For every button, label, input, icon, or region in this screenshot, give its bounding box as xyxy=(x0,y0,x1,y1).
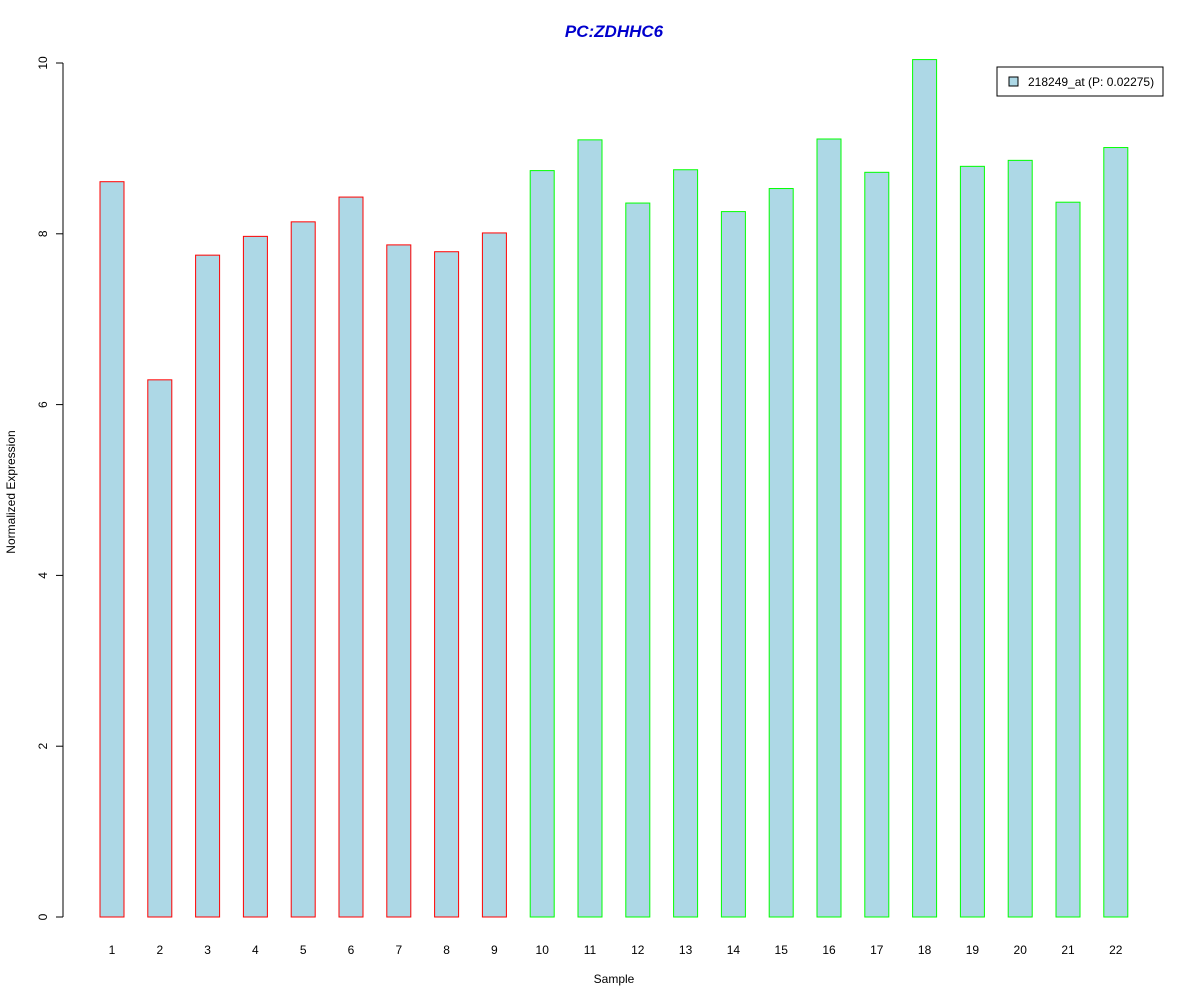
bar-sample-6 xyxy=(338,196,364,918)
bar-sample-8 xyxy=(434,251,460,918)
bar-sample-12 xyxy=(625,202,651,918)
y-tick-label: 6 xyxy=(36,401,50,408)
bar-sample-15 xyxy=(768,188,794,918)
bars xyxy=(99,59,1129,918)
x-tick-label: 3 xyxy=(204,943,211,957)
x-tick-label: 21 xyxy=(1061,943,1075,957)
x-tick-label: 15 xyxy=(775,943,789,957)
bar-sample-22 xyxy=(1103,147,1129,918)
bar-sample-19 xyxy=(959,165,985,918)
x-tick-label: 7 xyxy=(395,943,402,957)
bar-sample-21 xyxy=(1055,201,1081,918)
x-tick-label: 14 xyxy=(727,943,741,957)
y-tick-label: 2 xyxy=(36,743,50,750)
x-tick-labels: 1 2 3 4 5 6 7 8 9 10 11 12 13 14 15 16 17 18 19 20 21 22 xyxy=(109,943,1123,957)
legend-label: 218249_at (P: 0.02275) xyxy=(1028,75,1154,89)
bar-sample-1 xyxy=(99,181,125,918)
bar-sample-16 xyxy=(816,138,842,918)
x-tick-label: 6 xyxy=(348,943,355,957)
legend-swatch xyxy=(1008,76,1019,87)
bar-sample-20 xyxy=(1007,159,1033,918)
x-axis-title: Sample xyxy=(594,972,635,986)
bar-sample-2 xyxy=(147,379,173,918)
legend: 218249_at (P: 0.02275) xyxy=(996,66,1164,97)
bar-sample-10 xyxy=(529,170,555,918)
legend-box xyxy=(996,66,1164,97)
x-tick-label: 22 xyxy=(1109,943,1123,957)
y-axis-title: Normalized Expression xyxy=(4,430,18,553)
bar-sample-17 xyxy=(864,171,890,918)
bar-sample-18 xyxy=(912,59,938,918)
x-tick-label: 18 xyxy=(918,943,932,957)
x-tick-label: 8 xyxy=(443,943,450,957)
bar-sample-11 xyxy=(577,139,603,918)
y-tick-label: 10 xyxy=(36,56,50,70)
x-tick-label: 16 xyxy=(822,943,836,957)
bar-sample-3 xyxy=(195,254,221,918)
bar-sample-4 xyxy=(242,235,268,918)
x-tick-label: 4 xyxy=(252,943,259,957)
y-tick-label: 4 xyxy=(36,572,50,579)
x-tick-label: 20 xyxy=(1014,943,1028,957)
x-tick-label: 19 xyxy=(966,943,980,957)
chart-title: PC:ZDHHC6 xyxy=(565,22,664,41)
x-tick-label: 1 xyxy=(109,943,116,957)
y-axis: 0 2 4 6 8 10 xyxy=(36,56,64,920)
bar-sample-13 xyxy=(673,169,699,918)
y-tick-label: 8 xyxy=(36,230,50,237)
y-tick-label: 0 xyxy=(36,913,50,920)
bar-sample-7 xyxy=(386,244,412,918)
x-tick-label: 10 xyxy=(536,943,550,957)
x-tick-label: 2 xyxy=(156,943,163,957)
x-tick-label: 12 xyxy=(631,943,645,957)
bar-sample-9 xyxy=(481,232,507,918)
x-tick-label: 13 xyxy=(679,943,693,957)
x-tick-label: 9 xyxy=(491,943,498,957)
bar-sample-5 xyxy=(290,221,316,918)
x-tick-label: 5 xyxy=(300,943,307,957)
x-tick-label: 11 xyxy=(584,943,597,957)
x-tick-label: 17 xyxy=(870,943,884,957)
bar-sample-14 xyxy=(720,211,746,918)
